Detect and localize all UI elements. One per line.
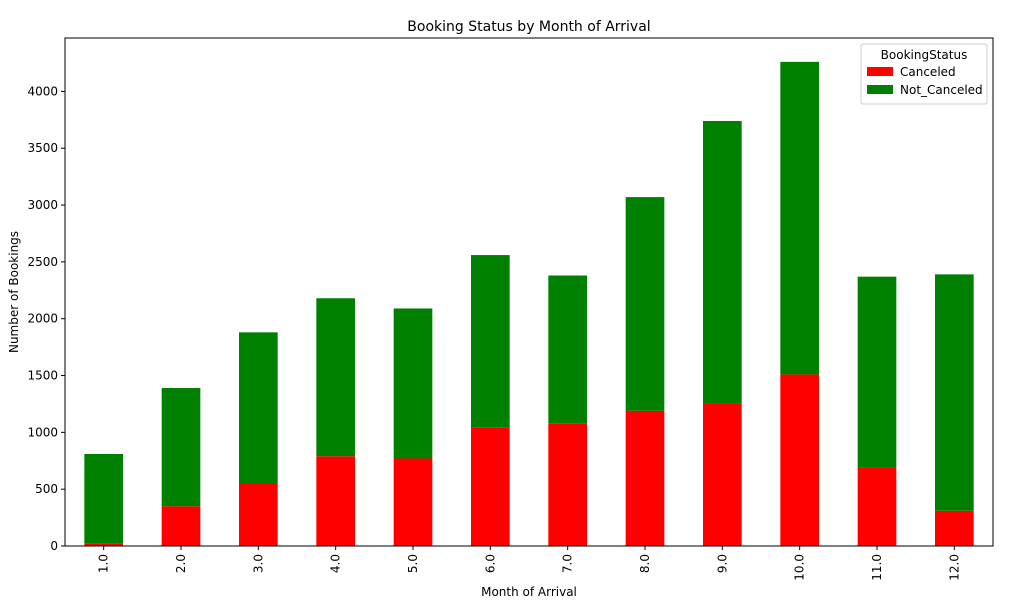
- bar-not-canceled-2: [161, 388, 201, 507]
- bar-not-canceled-10: [780, 61, 819, 375]
- legend-swatch-not-canceled: [867, 85, 893, 94]
- x-tick-label: 3.0: [251, 554, 265, 573]
- bar-canceled-10: [780, 374, 819, 546]
- bar-not-canceled-9: [703, 120, 742, 404]
- y-axis-ticks: 0 500 1000 1500 2000 2500 3000 3500 4000: [27, 84, 65, 553]
- bar-not-canceled-5: [393, 308, 433, 459]
- legend: BookingStatus Canceled Not_Canceled: [860, 43, 988, 105]
- legend-label-not-canceled: Not_Canceled: [900, 83, 983, 97]
- bar-canceled-1: [84, 543, 123, 546]
- x-tick-label: 7.0: [561, 554, 575, 573]
- bar-canceled-5: [393, 458, 433, 546]
- bar-canceled-4: [316, 456, 355, 546]
- bar-canceled-2: [161, 506, 201, 546]
- bar-not-canceled-7: [548, 275, 587, 424]
- bar-canceled-7: [548, 423, 587, 546]
- legend-title: BookingStatus: [881, 48, 968, 62]
- y-tick-label: 500: [35, 482, 58, 496]
- x-tick-label: 2.0: [174, 554, 188, 573]
- legend-swatch-canceled: [867, 67, 893, 76]
- y-tick-label: 2000: [27, 312, 58, 326]
- y-tick-label: 3000: [27, 198, 58, 212]
- x-tick-label: 9.0: [715, 554, 729, 573]
- y-tick-label: 2500: [27, 255, 58, 269]
- bar-canceled-12: [935, 510, 974, 546]
- bars-layer: [84, 61, 974, 546]
- bar-not-canceled-4: [316, 298, 355, 457]
- y-tick-label: 3500: [27, 141, 58, 155]
- bar-canceled-8: [625, 410, 665, 546]
- x-tick-label: 6.0: [483, 554, 497, 573]
- bar-canceled-6: [471, 427, 510, 546]
- plot-frame: [64, 37, 994, 547]
- x-tick-label: 4.0: [329, 554, 343, 573]
- y-tick-label: 4000: [27, 84, 58, 98]
- bar-not-canceled-6: [471, 255, 510, 428]
- bar-canceled-9: [703, 403, 742, 546]
- y-tick-label: 1000: [27, 425, 58, 439]
- bar-canceled-3: [239, 483, 278, 546]
- x-tick-label: 5.0: [406, 554, 420, 573]
- y-axis-label: Number of Bookings: [7, 231, 21, 353]
- x-axis-label: Month of Arrival: [481, 585, 577, 599]
- bar-not-canceled-1: [84, 453, 123, 544]
- y-tick-label: 0: [50, 539, 58, 553]
- bar-not-canceled-8: [625, 197, 665, 411]
- x-tick-label: 1.0: [97, 554, 111, 573]
- x-tick-label: 10.0: [793, 554, 807, 581]
- x-axis-ticks: 1.0 2.0 3.0 4.0 5.0 6.0 7.0 8.0 9.0 10.0 11.0 12.0: [97, 546, 961, 581]
- bar-not-canceled-3: [239, 332, 278, 484]
- bar-canceled-11: [857, 467, 897, 546]
- y-tick-label: 1500: [27, 369, 58, 383]
- bar-not-canceled-11: [857, 276, 897, 468]
- x-tick-label: 8.0: [638, 554, 652, 573]
- x-tick-label: 11.0: [870, 554, 884, 581]
- bar-not-canceled-12: [935, 274, 974, 511]
- chart-title: Booking Status by Month of Arrival: [407, 19, 650, 35]
- legend-items: Canceled Not_Canceled: [867, 65, 983, 97]
- legend-label-canceled: Canceled: [900, 65, 956, 79]
- x-tick-label: 12.0: [947, 554, 961, 581]
